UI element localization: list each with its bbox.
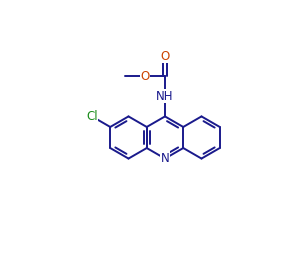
- Text: O: O: [140, 70, 150, 83]
- Text: N: N: [161, 152, 169, 165]
- Text: O: O: [160, 50, 170, 63]
- Text: NH: NH: [156, 90, 174, 103]
- Text: Cl: Cl: [86, 110, 98, 123]
